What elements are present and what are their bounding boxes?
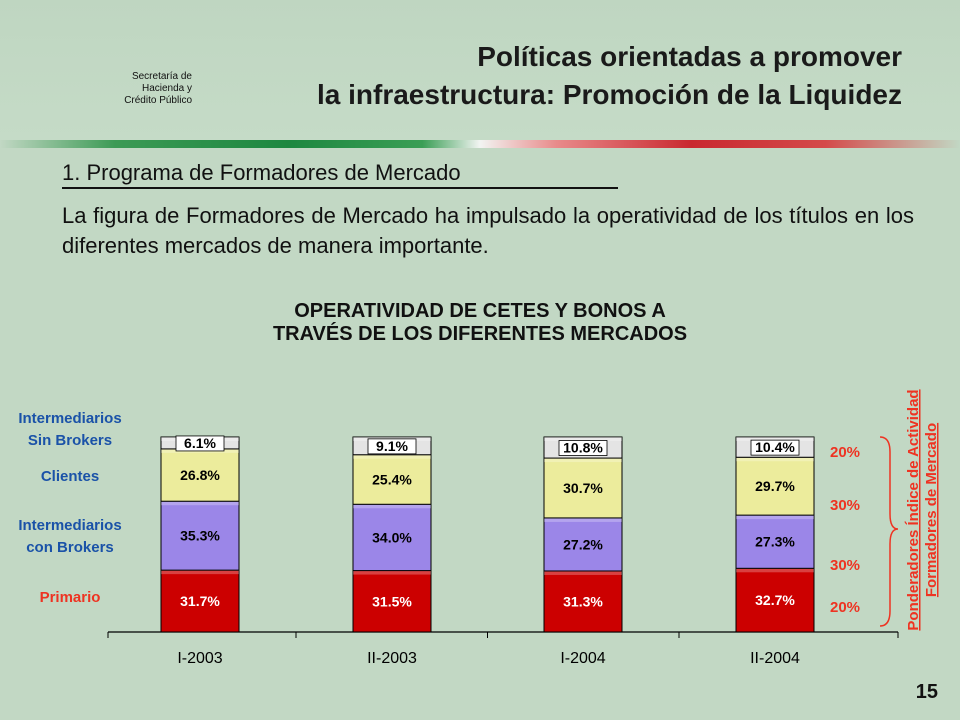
ministry-name: Secretaría de Hacienda y Crédito Público [96,71,192,107]
data-label: 34.0% [372,529,412,545]
data-label: 27.2% [563,536,603,552]
data-label-box [750,439,800,456]
bar-segment [352,454,432,505]
x-tick-label: I-2003 [177,650,222,667]
data-label: 10.8% [563,440,603,456]
weights-caption: Ponderadores Índice de ActividadFormador… [905,389,940,630]
data-label: 27.3% [755,534,795,550]
weight-label: 20% [830,599,860,616]
ministry-line: Secretaría de [131,71,192,82]
bar-highlight [161,570,239,575]
bar-highlight [544,517,622,522]
data-label: 25.4% [372,472,412,488]
section-heading: 1. Programa de Formadores de Mercado [62,160,618,189]
bar-highlight [544,458,622,463]
bar-segment [352,503,432,572]
bar-highlight [736,515,814,520]
bar-segment [160,500,240,571]
bar-segment [735,514,815,569]
bar-highlight [353,504,431,509]
data-label-box [367,438,417,455]
data-label: 9.1% [376,438,408,454]
series-label: Intermediarios [18,410,121,427]
data-label: 31.3% [563,593,603,609]
series-label: Sin Brokers [28,432,112,449]
data-label: 26.8% [180,467,220,483]
x-tick-label: II-2003 [367,650,417,667]
title-line: la infraestructura: Promoción de la Liqu… [317,79,902,110]
weight-label: 20% [830,444,860,461]
data-label: 29.7% [755,478,795,494]
bar-segment [543,517,623,572]
x-tick-label: I-2004 [560,650,605,667]
weight-label: 30% [830,497,860,514]
flag-stripe [0,140,960,148]
weights-caption-line: Ponderadores Índice de Actividad [905,389,922,630]
bar-highlight [353,570,431,575]
chart-title: OPERATIVIDAD DE CETES Y BONOS A TRAVÉS D… [170,300,790,346]
series-label: Intermediarios [18,517,121,534]
series-label: Primario [40,589,101,606]
slide-title: Políticas orientadas a promover la infra… [182,38,902,114]
brace-icon [879,436,899,627]
bar-highlight [161,501,239,506]
bar-segment [735,567,815,633]
data-label-box [558,440,608,456]
data-label: 32.7% [755,592,795,608]
bar-segment [352,570,432,633]
data-label: 10.4% [755,439,795,455]
bar-highlight [544,437,622,441]
series-label: Clientes [41,468,99,485]
data-label: 31.5% [372,593,412,609]
bar-segment [543,570,623,633]
data-label: 6.1% [184,435,216,451]
data-label: 30.7% [563,480,603,496]
x-tick-label: II-2004 [750,650,800,667]
weights-caption-line: Formadores de Mercado [923,423,940,597]
header-band [0,0,960,140]
ministry-line: Hacienda y [141,83,192,94]
chart-title-line: TRAVÉS DE LOS DIFERENTES MERCADOS [272,323,688,345]
bar-segment [160,569,240,633]
bar-highlight [544,570,622,575]
ministry-line: Crédito Público [124,95,192,106]
series-label: con Brokers [26,539,114,556]
data-label-box [175,435,225,452]
bar-highlight [736,457,814,462]
page-number: 15 [915,681,938,703]
bar-segment [735,456,815,516]
data-label: 31.7% [180,593,220,609]
bar-highlight [736,568,814,573]
section-paragraph: La figura de Formadores de Mercado ha im… [62,203,914,258]
bar-highlight [353,454,431,459]
chart-title-line: OPERATIVIDAD DE CETES Y BONOS A [294,300,666,322]
weight-label: 30% [830,557,860,574]
data-label: 35.3% [180,528,220,544]
title-line: Políticas orientadas a promover [477,41,902,72]
bar-segment [160,448,240,502]
bar-highlight [736,437,814,441]
bar-segment [543,457,623,519]
